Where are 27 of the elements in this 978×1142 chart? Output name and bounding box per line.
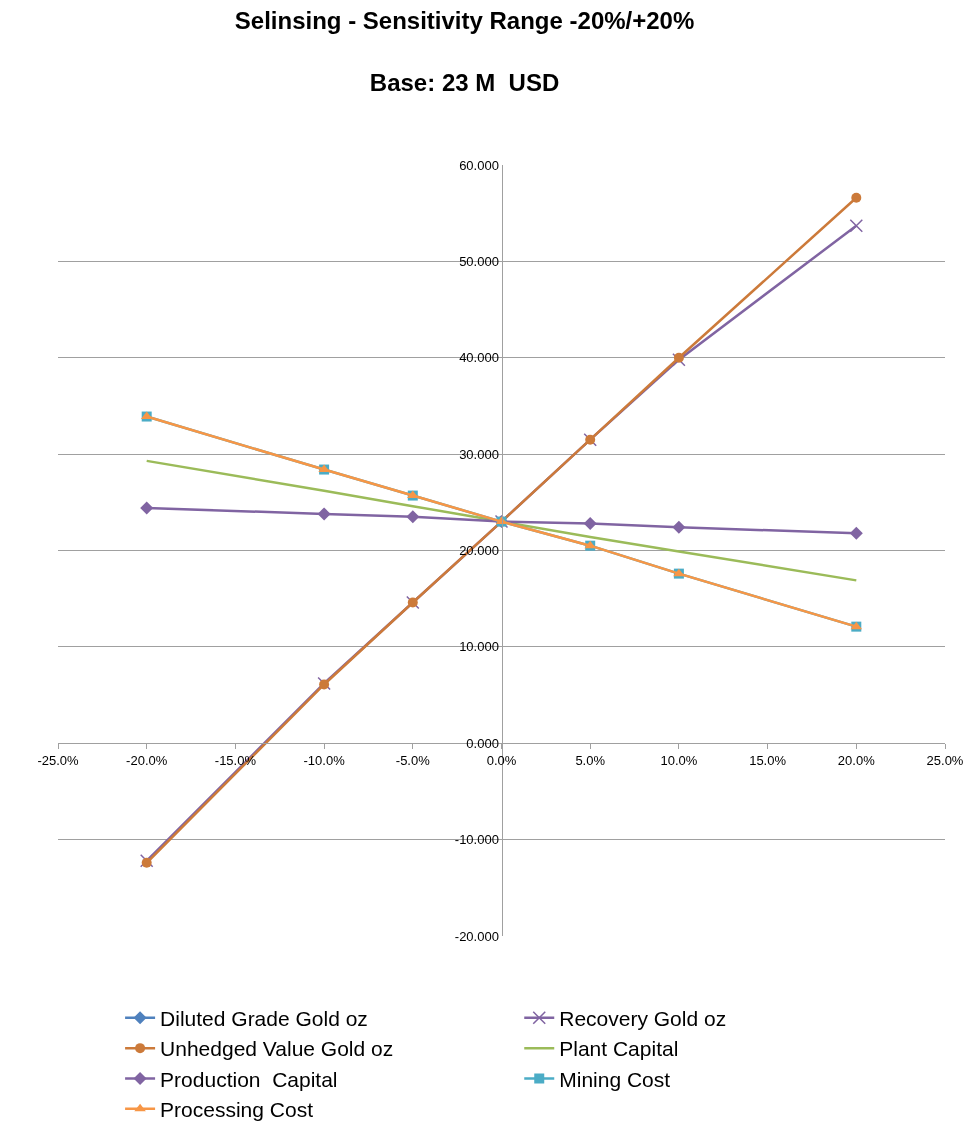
y-tick-label: 30.000 — [459, 446, 499, 462]
x-tick-label: 20.0% — [837, 752, 876, 768]
legend-label: Mining Cost — [559, 1067, 671, 1091]
y-tick-label: 60.000 — [459, 157, 499, 173]
legend-label: Unhedged Value Gold oz — [160, 1037, 394, 1061]
y-tick-label: -10.000 — [454, 832, 499, 848]
legend-label: Production Capital — [160, 1067, 338, 1091]
y-tick-label: 0.000 — [466, 735, 499, 751]
legend-label: Diluted Grade Gold oz — [160, 1007, 368, 1031]
x-tick-label: -5.0% — [395, 752, 431, 768]
x-tick-label: 5.0% — [575, 752, 606, 768]
y-tick-label: 10.000 — [459, 639, 499, 655]
x-tick-label: 0.0% — [486, 752, 517, 768]
legend-label: Recovery Gold oz — [559, 1007, 727, 1031]
chart-title: Selinsing - Sensitivity Range -20%/+20% — [234, 6, 695, 34]
y-tick-label: 40.000 — [459, 350, 499, 366]
x-tick-label: -10.0% — [303, 752, 346, 768]
legend-label: Plant Capital — [559, 1037, 679, 1061]
x-tick-label: 10.0% — [660, 752, 698, 768]
x-tick-label: 25.0% — [926, 752, 964, 768]
x-tick-label: -25.0% — [37, 752, 80, 768]
x-tick-label: -20.0% — [126, 752, 168, 768]
legend-label: Processing Cost — [160, 1097, 314, 1121]
chart-subtitle: Base: 23 M USD — [369, 68, 560, 96]
x-tick-label: 15.0% — [749, 752, 787, 768]
y-tick-label: 50.000 — [459, 253, 499, 269]
y-tick-label: -20.000 — [454, 928, 499, 944]
